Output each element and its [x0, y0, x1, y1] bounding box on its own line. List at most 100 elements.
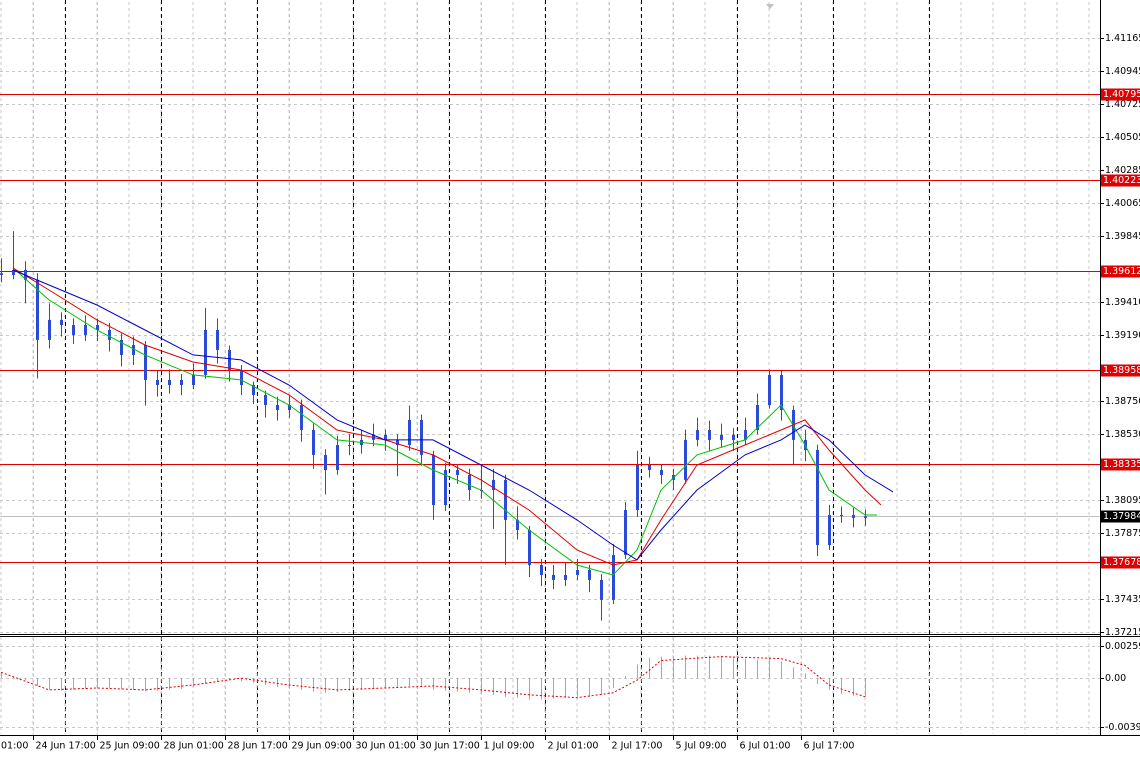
level-label-bg	[1101, 265, 1140, 278]
moving-average	[12, 269, 894, 561]
level-label-bg	[1101, 174, 1140, 187]
candle-body	[852, 514, 855, 518]
candle-body	[132, 345, 135, 355]
candle-body	[336, 445, 339, 470]
candle-body	[36, 279, 39, 340]
level-label: 1.38958	[1103, 365, 1140, 376]
y-tick-label: -0.00394	[1105, 722, 1140, 733]
candle-body	[276, 405, 279, 410]
candle-body	[732, 434, 735, 440]
candle-body	[696, 429, 699, 440]
y-tick-label: 1.40945	[1105, 66, 1140, 77]
candle-body	[204, 329, 207, 375]
y-tick-label: 1.38530	[1105, 429, 1140, 440]
y-tick-label: 1.39845	[1105, 231, 1140, 242]
candle-body	[432, 454, 435, 506]
moving-average	[12, 267, 877, 576]
x-tick-label: 1 Jul 09:00	[484, 741, 535, 752]
y-tick-label: 1.37435	[1105, 594, 1140, 605]
level-label-bg	[1101, 556, 1140, 569]
x-tick-label: 5 Jul 09:00	[676, 741, 727, 752]
plot-layer	[0, 94, 1100, 700]
candle-body	[192, 374, 195, 386]
candle-body	[576, 569, 579, 575]
candle-body	[396, 439, 399, 446]
x-tick-label: 01:00	[1, 741, 28, 752]
candle-body	[120, 339, 123, 355]
candle-body	[588, 569, 591, 580]
candle-body	[144, 345, 147, 380]
candle-body	[600, 579, 603, 600]
x-tick-label: 30 Jun 17:00	[420, 741, 480, 752]
y-tick-label: 1.37875	[1105, 528, 1140, 539]
level-label-bg	[1101, 364, 1140, 377]
candle-body	[60, 319, 63, 326]
x-tick-label: 2 Jul 17:00	[612, 741, 663, 752]
signal-line	[0, 656, 866, 699]
candle-body	[516, 519, 519, 530]
y-tick-label: 1.40065	[1105, 198, 1140, 209]
level-label: 1.40223	[1103, 175, 1140, 186]
candle-body	[552, 574, 555, 580]
shift-marker	[766, 4, 774, 9]
candle-body	[564, 574, 567, 580]
candle-body	[780, 374, 783, 410]
x-tick-label: 29 Jun 09:00	[292, 741, 352, 752]
labels-layer: 1.41165 1.40945 1.40725 1.40505 1.40285 1.400…	[1, 33, 1140, 752]
y-tick-label: 1.37215	[1105, 627, 1140, 638]
candle-body	[636, 465, 639, 510]
candle-body	[156, 379, 159, 386]
x-tick-label: 28 Jun 17:00	[228, 741, 288, 752]
y-tick-label: 1.41165	[1105, 33, 1140, 44]
level-label-bg	[1101, 458, 1140, 471]
candle-body	[756, 405, 759, 430]
candle-body	[540, 565, 543, 575]
current-price-label-bg	[1101, 510, 1140, 523]
y-tick-label: 1.40505	[1105, 132, 1140, 143]
candle-body	[744, 429, 747, 440]
candle-body	[108, 329, 111, 340]
candle-body	[864, 516, 867, 518]
y-tick-label: 1.39410	[1105, 297, 1140, 308]
candle-body	[828, 514, 831, 546]
candle-body	[408, 419, 411, 446]
candle-body	[12, 269, 15, 275]
candle-body	[816, 449, 819, 546]
candle-body	[612, 554, 615, 600]
candle-body	[384, 434, 387, 440]
x-tick-label: 6 Jul 01:00	[740, 741, 791, 752]
candle-body	[84, 325, 87, 335]
candle-body	[504, 479, 507, 520]
candle-body	[288, 405, 291, 410]
candle-body	[96, 325, 99, 330]
y-tick-label: 1.38095	[1105, 495, 1140, 506]
x-tick-label: 25 Jun 09:00	[100, 741, 160, 752]
current-price-label: 1.37984	[1103, 511, 1140, 522]
y-tick-label: 1.38750	[1105, 396, 1140, 407]
x-tick-label: 28 Jun 01:00	[164, 741, 224, 752]
candle-body	[48, 319, 51, 340]
candle-body	[660, 469, 663, 475]
y-tick-label: 1.40285	[1105, 165, 1140, 176]
y-tick-label: 0.002599	[1105, 641, 1140, 652]
candle-body	[228, 349, 231, 370]
candle-body	[468, 474, 471, 490]
candle-body	[624, 509, 627, 555]
candle-body	[324, 454, 327, 470]
candle-body	[708, 429, 711, 440]
candle-body	[240, 369, 243, 386]
candle-body	[528, 529, 531, 566]
candle-body	[264, 394, 267, 406]
y-tick-label: 1.39190	[1105, 330, 1140, 341]
axes-layer	[0, 0, 1140, 736]
y-tick-label: 0.00	[1105, 673, 1126, 684]
level-label: 1.37678	[1103, 557, 1140, 568]
x-tick-label: 6 Jul 17:00	[804, 741, 855, 752]
candle-body	[444, 469, 447, 506]
candle-body	[72, 325, 75, 335]
level-label: 1.38335	[1103, 459, 1140, 470]
x-tick-label: 30 Jun 01:00	[356, 741, 416, 752]
candle-body	[0, 273, 3, 275]
